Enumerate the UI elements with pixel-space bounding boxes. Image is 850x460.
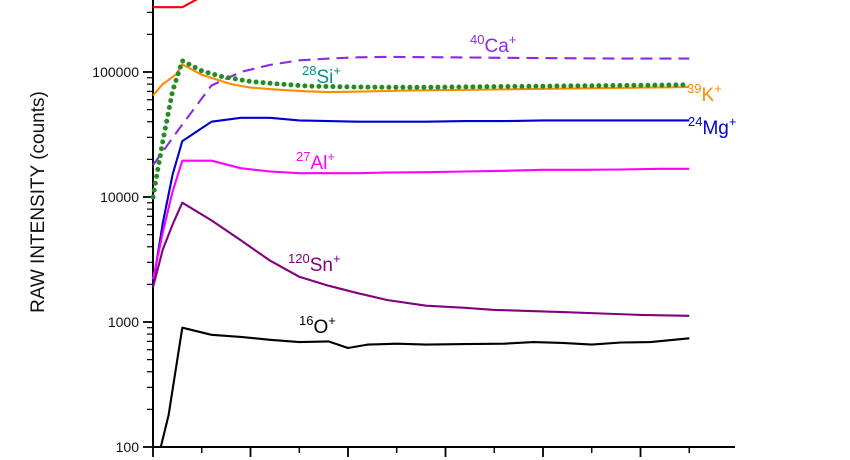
series-line <box>159 326 690 448</box>
series-line <box>153 0 198 9</box>
axes-layer: 100 1000 10000 100000 <box>92 0 735 457</box>
series-line <box>152 63 690 97</box>
y-axis-label: RAW INTENSITY (counts) <box>28 91 49 313</box>
series-label: 28Si+ <box>302 63 341 88</box>
series-label: 39K+ <box>687 81 722 106</box>
series-line <box>151 159 690 280</box>
y-axis-tick-label: 100000 <box>92 64 139 80</box>
y-axis-tick-label: 100 <box>116 439 140 455</box>
series-line <box>151 116 690 285</box>
series-label: 120Sn+ <box>288 251 341 276</box>
series-layer <box>150 0 692 448</box>
label-layer: 40Ca+ 28Si+ 39K+ 24Mg+ 27Al+ 120Sn+ 16O+ <box>288 32 736 338</box>
series-label: 40Ca+ <box>470 32 516 57</box>
series-label: 24Mg+ <box>688 114 736 139</box>
series-line <box>151 201 690 317</box>
series-label: 16O+ <box>299 313 336 338</box>
series-line <box>150 58 692 200</box>
y-axis-tick-label: 1000 <box>108 314 139 330</box>
series-label: 27Al+ <box>296 149 335 174</box>
y-axis-tick-label: 10000 <box>100 189 139 205</box>
series-line <box>152 55 690 166</box>
